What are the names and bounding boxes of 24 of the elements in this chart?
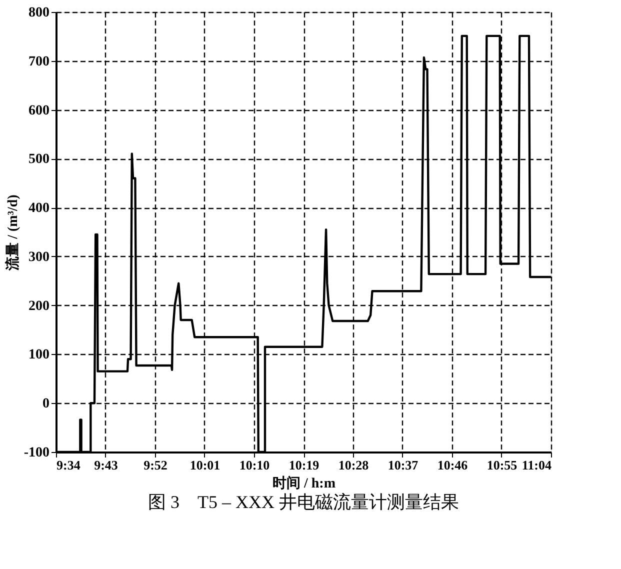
x-tick-label: 10:19	[288, 458, 320, 472]
y-tick-label: 100	[28, 348, 50, 363]
y-tick-label: -100	[24, 446, 50, 460]
y-tick-label: 800	[28, 6, 50, 20]
x-tick-label: 9:34	[56, 458, 81, 472]
x-tick-label: 9:43	[94, 458, 118, 472]
x-tick-label: 9:52	[144, 458, 168, 472]
x-tick-label: 10:10	[239, 458, 270, 472]
y-tick-label: 0	[42, 396, 50, 412]
x-tick-label: 10:37	[388, 458, 419, 472]
y-tick-label: 300	[28, 250, 50, 265]
text: 图 3 T5 – XXX 井电磁流量计测量结果	[148, 492, 459, 512]
y-tick-label: 200	[28, 298, 50, 314]
y-tick-label: 700	[28, 54, 50, 70]
y-tick-label: 600	[28, 103, 50, 118]
x-tick-label: 11:04	[522, 458, 552, 472]
x-tick-label: 10:46	[437, 458, 468, 472]
y-tick-label: 400	[28, 201, 50, 216]
x-tick-label: 10:28	[338, 458, 370, 472]
x-tick-label: 10:01	[190, 458, 220, 472]
y-tick-label: 500	[28, 152, 50, 168]
x-tick-label: 10:55	[486, 458, 518, 472]
x-axis-title: 时间 / h:m	[272, 476, 336, 492]
y-axis-title: 流量 / (m³/d)	[4, 194, 21, 272]
